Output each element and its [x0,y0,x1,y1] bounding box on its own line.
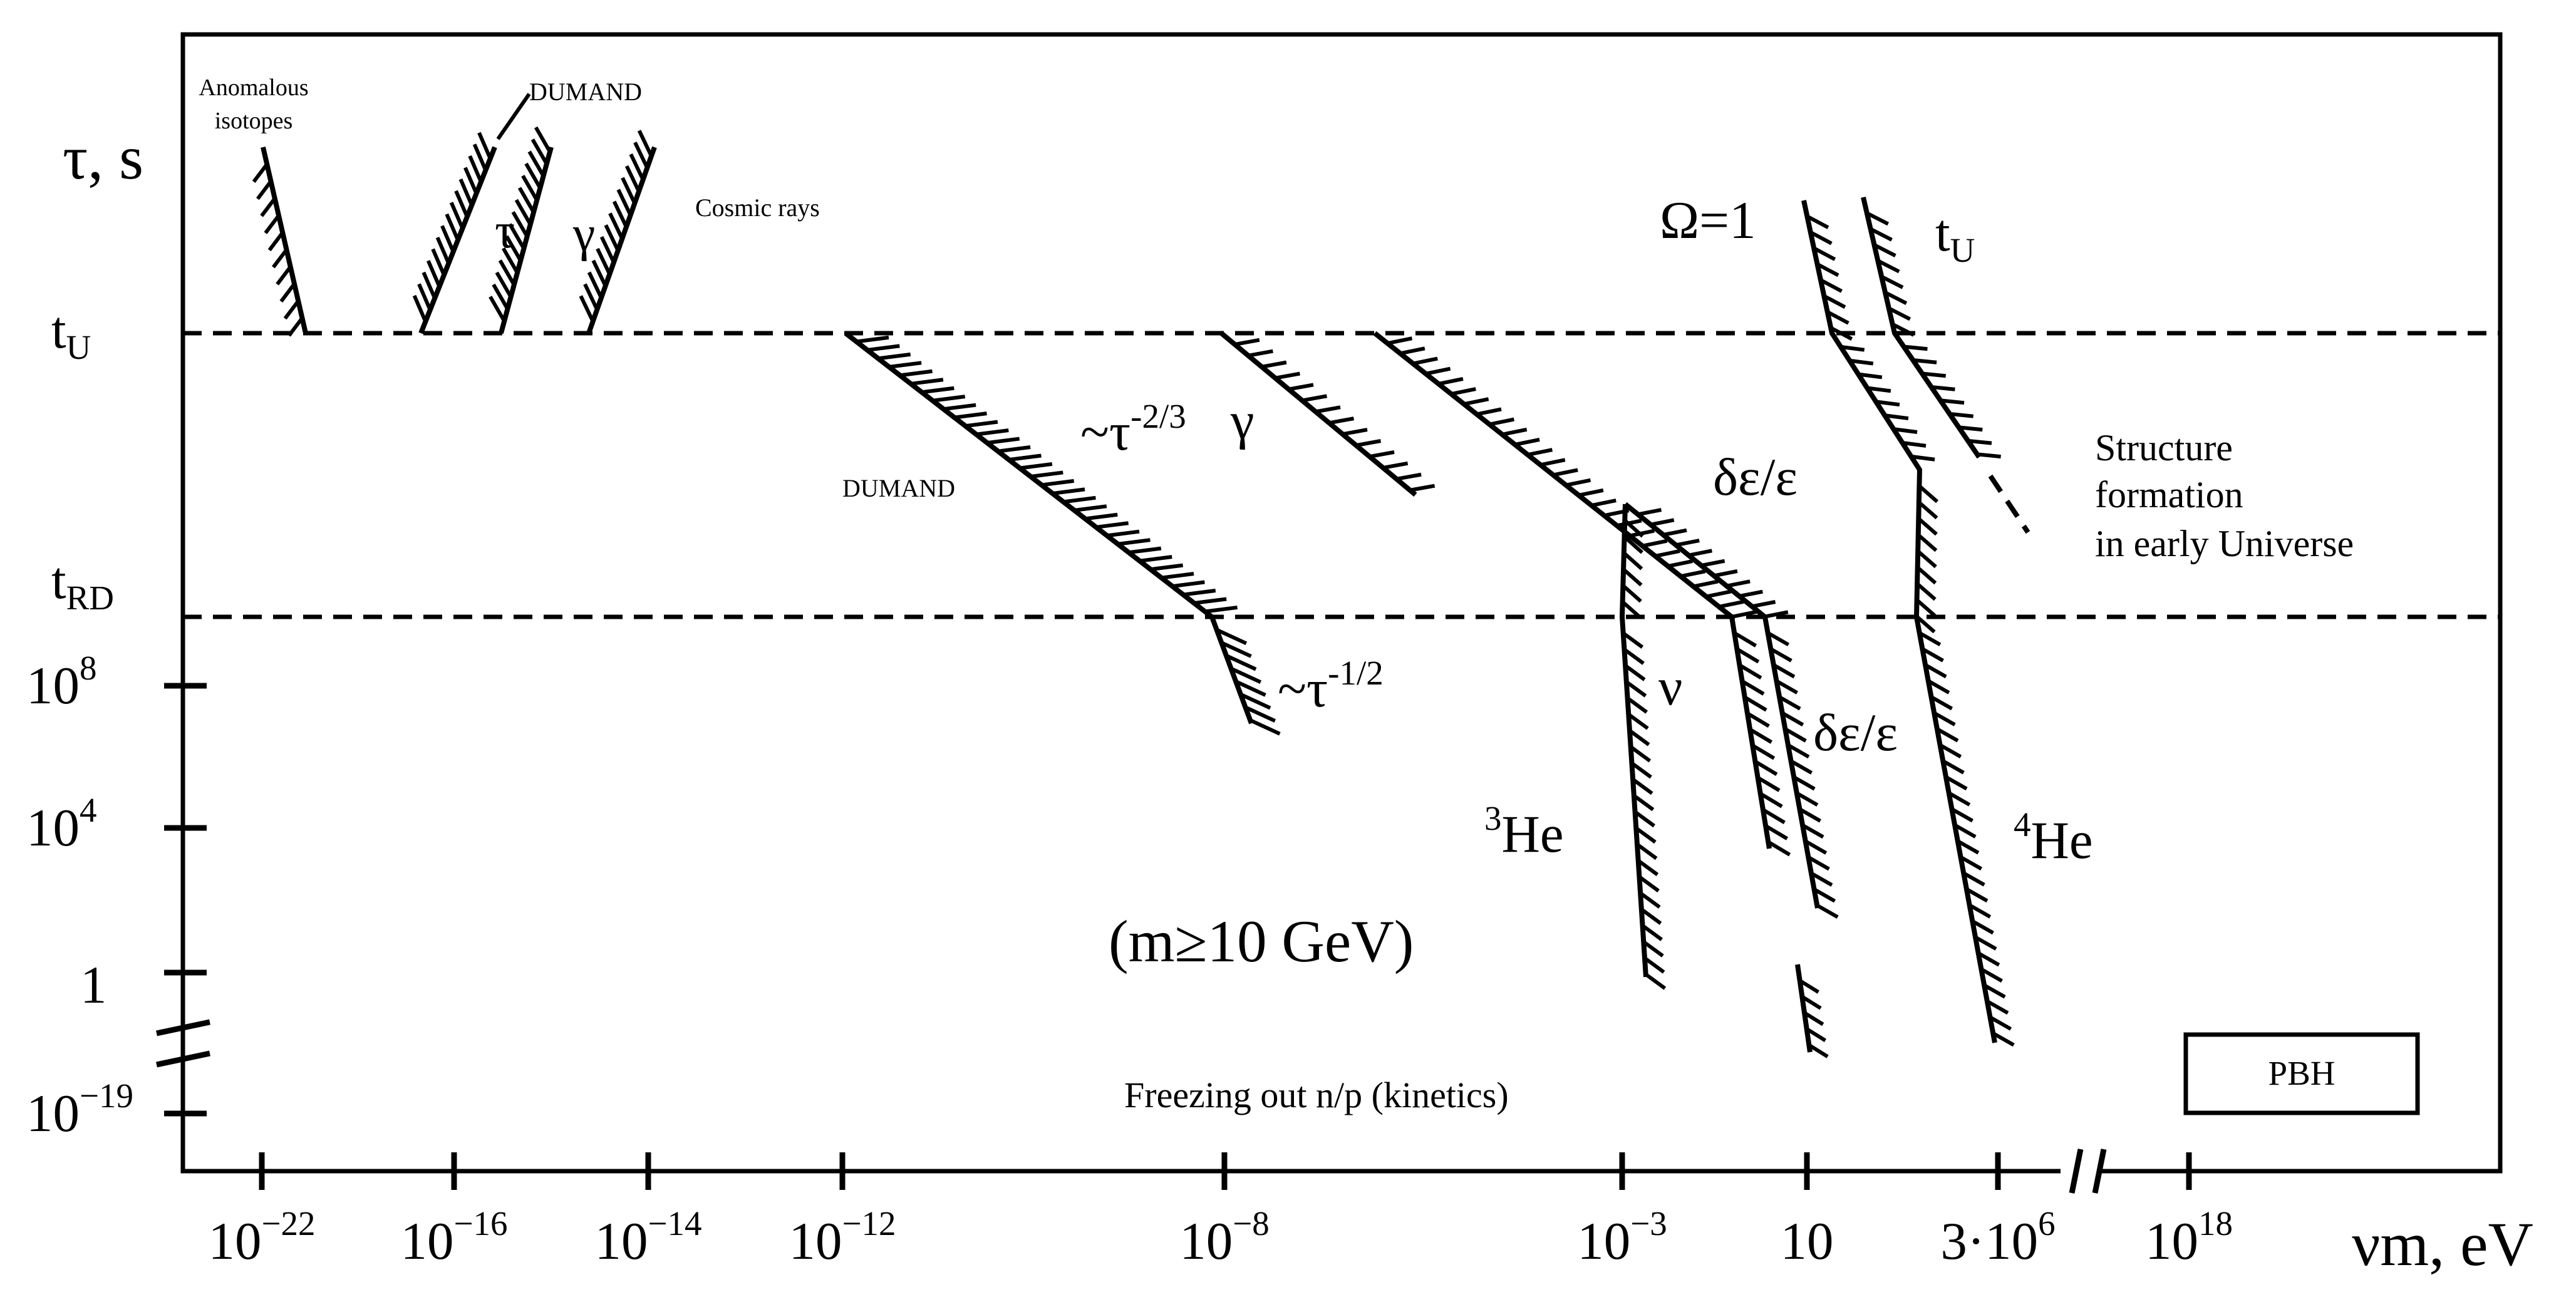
anomalous-isotopes-curve [252,147,308,337]
tau-minus-half-label: ~τ-1/2 [1278,654,1384,718]
nu-label: ν [1658,658,1682,716]
constraint-curves [252,126,2030,1058]
omega-label: Ω=1 [1660,191,1756,250]
tau-left-label: τ [495,204,515,259]
y-axis-label: τ, s [63,123,143,192]
tau-band-curve [489,126,554,334]
freezing-out-label: Freezing out n/p (kinetics) [1124,1075,1509,1115]
gamma-band-curve [579,130,657,334]
y-ticks: 10−19 1 104 108 [26,649,207,1143]
x-axis-break [2061,1149,2107,1194]
y-axis-break [156,1019,210,1068]
x-tick-label: 1018 [2145,1204,2233,1271]
anomalous-isotopes-label-1: Anomalous [199,75,308,101]
he4-label: 4He [2014,805,2093,870]
y-tick-label: 104 [26,791,97,857]
plot-frame [180,32,2503,1174]
delta-eps-top-curve [1373,331,1791,857]
delta-eps-label-1: δε/ε [1713,448,1798,507]
y-tick-label: 108 [26,649,97,715]
x-tick-label: 3·106 [1940,1204,2055,1271]
tu-curve-dashed-tail [1988,474,2030,534]
delta-eps-lower-curve [1795,964,1829,1058]
mass-condition-label: (m≥10 GeV) [1109,908,1414,974]
x-tick-label: 10−3 [1577,1204,1667,1271]
nu-upper-curve [1623,502,1839,919]
tau-minus-two-thirds-label: ~τ-2/3 [1080,397,1186,462]
structure-label-1: Structure [2095,427,2233,468]
gamma-left-label: γ [572,207,595,262]
structure-label-3: in early Universe [2095,523,2354,564]
pbh-box [2183,1032,2420,1115]
x-tick-label: 10−8 [1179,1204,1270,1271]
pbh-label: PBH [2268,1054,2335,1092]
dumand-top-pointer [496,93,531,140]
gamma-mid-curve [1219,331,1435,497]
anomalous-isotopes-label-2: isotopes [215,108,293,134]
x-axis-label: νm, eV [2352,1209,2533,1279]
tu-curve-label: tU [1935,204,1975,269]
x-tick-label: 10−12 [789,1204,896,1271]
gamma-mid-label: γ [1230,391,1254,450]
x-tick-label: 10−16 [400,1204,507,1271]
structure-label-2: formation [2095,474,2243,515]
x-tick-label: 10−14 [594,1204,701,1271]
dumand-top-label: DUMAND [529,78,642,106]
y-tick-label: 1 [80,956,107,1015]
x-ticks: 10−22 10−16 10−14 10−12 10−8 10−3 10 3·106 1018 [208,1152,2233,1271]
nu-he3-curve [1620,504,1667,990]
x-tick-label: 10 [1781,1212,1834,1271]
dumand-tau-23-curve [844,331,1281,736]
dumand-mid-label: DUMAND [842,474,955,502]
delta-eps-label-2: δε/ε [1813,703,1898,762]
x-tick-label: 10−22 [208,1204,315,1271]
trd-y-label: tRD [51,551,114,617]
he3-label: 3He [1484,799,1564,864]
y-tick-label: 10−19 [26,1077,133,1143]
omega-curve [1801,200,2015,1047]
dumand-band-curve [412,132,497,334]
cosmic-rays-label: Cosmic rays [695,194,820,222]
tu-curve [1861,197,2001,459]
tu-y-label: tU [51,301,91,366]
